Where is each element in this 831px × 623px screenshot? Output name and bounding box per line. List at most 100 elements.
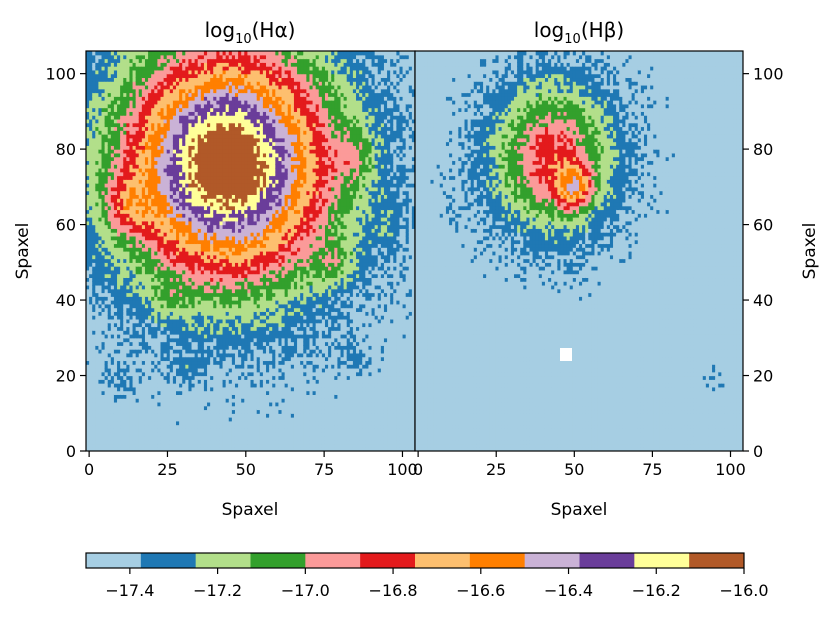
heatmap-cell <box>117 66 121 71</box>
heatmap-cell <box>110 341 115 346</box>
heatmap-cell <box>222 145 227 150</box>
heatmap-cell <box>110 439 115 445</box>
heatmap-cell <box>113 296 118 301</box>
heatmap-cell <box>98 300 103 305</box>
heatmap-cell <box>157 81 162 86</box>
heatmap-cell <box>120 349 124 354</box>
heatmap-cell <box>120 122 124 128</box>
heatmap-cell <box>104 390 109 395</box>
heatmap-cell <box>89 167 93 173</box>
heatmap-cell <box>169 375 174 380</box>
heatmap-cell <box>210 417 214 422</box>
heatmap-cell <box>138 379 143 384</box>
heatmap-cell <box>132 205 137 211</box>
heatmap-cell <box>98 443 103 448</box>
heatmap-cell <box>126 54 131 60</box>
heatmap-cell <box>188 111 193 116</box>
heatmap-cell <box>200 341 205 346</box>
heatmap-cell <box>194 383 199 388</box>
heatmap-cell <box>182 311 186 316</box>
heatmap-cell <box>107 367 112 373</box>
heatmap-cell <box>117 160 121 165</box>
heatmap-cell <box>163 194 168 199</box>
heatmap-cell <box>126 273 131 279</box>
heatmap-cell <box>197 243 202 248</box>
heatmap-cell <box>154 209 158 214</box>
heatmap-cell <box>179 371 183 377</box>
heatmap-cell <box>126 183 131 188</box>
heatmap-cell <box>104 254 109 260</box>
heatmap-cell <box>110 266 115 271</box>
heatmap-cell <box>95 84 100 90</box>
heatmap-cell <box>151 307 155 312</box>
heatmap-cell <box>144 273 149 279</box>
heatmap-cell <box>157 288 162 294</box>
heatmap-cell <box>86 447 90 451</box>
heatmap-cell <box>194 235 199 241</box>
heatmap-cell <box>188 69 193 75</box>
heatmap-cell <box>176 137 180 143</box>
heatmap-cell <box>182 217 186 222</box>
heatmap-cell <box>104 349 109 354</box>
heatmap-cell <box>138 269 143 275</box>
heatmap-cell <box>110 303 115 309</box>
heatmap-cell <box>120 303 124 309</box>
heatmap-cell <box>185 126 190 131</box>
heatmap-cell <box>166 126 171 131</box>
heatmap-cell <box>176 235 180 241</box>
heatmap-cell <box>228 269 233 275</box>
heatmap-cell <box>216 405 221 411</box>
heatmap-cell <box>216 288 221 294</box>
heatmap-cell <box>138 77 143 82</box>
heatmap-cell <box>203 409 208 414</box>
heatmap-cell <box>207 254 211 260</box>
heatmap-cell <box>219 352 224 358</box>
heatmap-cell <box>126 201 131 207</box>
heatmap-cell <box>179 156 183 162</box>
heatmap-cell <box>151 73 155 79</box>
heatmap-cell <box>188 307 193 312</box>
heatmap-cell <box>207 209 211 214</box>
heatmap-cell <box>169 209 174 214</box>
heatmap-cell <box>107 364 112 369</box>
heatmap-cell <box>104 209 109 214</box>
heatmap-cell <box>120 164 124 169</box>
heatmap-cell <box>172 115 177 120</box>
heatmap-cell <box>148 92 152 97</box>
heatmap-cell <box>176 386 180 392</box>
heatmap-cell <box>172 107 177 112</box>
heatmap-cell <box>101 398 106 403</box>
heatmap-cell <box>166 273 171 279</box>
heatmap-cell <box>176 115 180 120</box>
heatmap-cell <box>92 164 96 169</box>
heatmap-cell <box>154 167 158 173</box>
heatmap-cell <box>179 235 183 241</box>
heatmap-cell <box>160 379 165 384</box>
heatmap-cell <box>191 326 196 331</box>
heatmap-cell <box>89 201 93 207</box>
heatmap-cell <box>154 266 158 271</box>
heatmap-cell <box>207 420 211 426</box>
heatmap-cell <box>151 239 155 245</box>
heatmap-cell <box>182 435 186 441</box>
heatmap-cell <box>194 409 199 414</box>
heatmap-cell <box>213 122 217 128</box>
heatmap-cell <box>191 88 196 94</box>
heatmap-cell <box>132 224 137 229</box>
heatmap-cell <box>191 239 196 245</box>
heatmap-cell <box>166 243 171 248</box>
heatmap-cell <box>123 51 127 56</box>
heatmap-cell <box>95 330 100 335</box>
heatmap-cell <box>141 149 146 154</box>
heatmap-cell <box>107 417 112 422</box>
heatmap-cell <box>169 62 174 67</box>
heatmap-cell <box>95 201 100 207</box>
heatmap-cell <box>107 330 112 335</box>
heatmap-cell <box>151 341 155 346</box>
heatmap-cell <box>101 401 106 407</box>
heatmap-cell <box>135 284 140 290</box>
heatmap-cell <box>123 311 127 316</box>
heatmap-cell <box>138 273 143 279</box>
heatmap-cell <box>179 84 183 90</box>
heatmap-cell <box>110 88 115 94</box>
